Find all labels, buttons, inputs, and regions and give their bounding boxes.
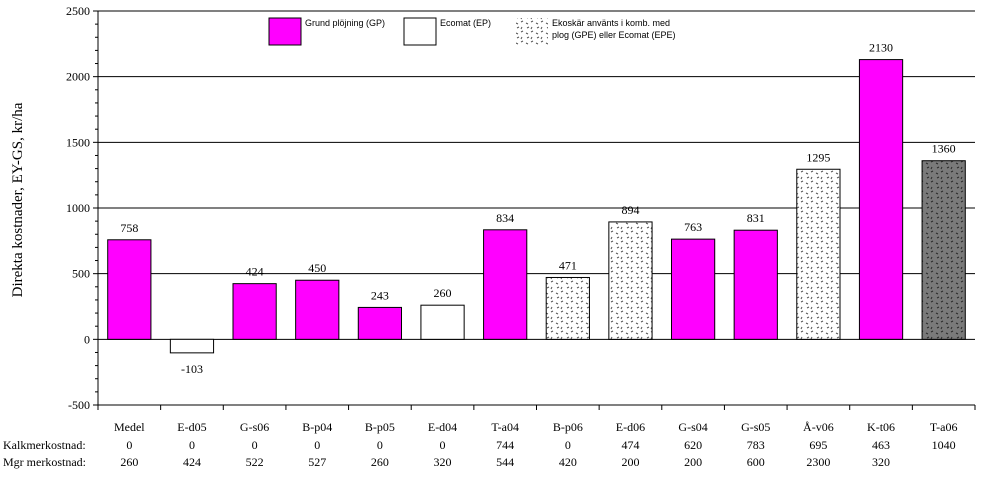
x-tick-label: G-s04 xyxy=(678,420,707,434)
value-label: 243 xyxy=(371,288,389,302)
bar-Medel xyxy=(107,239,152,340)
table-cell: 0 xyxy=(377,438,383,452)
x-tick-label: B-p06 xyxy=(553,420,583,434)
value-label: -103 xyxy=(181,362,203,376)
x-tick-label: Å-v06 xyxy=(803,420,834,434)
y-axis-label: Direkta kostnader, EY-GS, kr/ha xyxy=(10,102,26,297)
table-cell: 420 xyxy=(559,455,577,469)
x-tick-label: G-s06 xyxy=(240,420,269,434)
bar-T-a06 xyxy=(921,160,966,340)
value-label: 1295 xyxy=(806,150,830,164)
value-label: 1360 xyxy=(932,142,956,156)
axes: -500 0 500 1000 1500 2000 2500 xyxy=(66,4,976,412)
legend-label-gp: Grund plöjning (GP) xyxy=(305,18,385,28)
data-table: Kalkmerkostnad: 0 0 0 0 0 0 744 0 474 620 783 695 463… xyxy=(3,438,956,469)
table-cell: 0 xyxy=(565,438,571,452)
table-cell: 474 xyxy=(621,438,639,452)
bar-G-s05 xyxy=(733,229,778,340)
bar-G-s04 xyxy=(670,238,716,340)
x-tick-label: G-s05 xyxy=(741,420,770,434)
table-cell: 424 xyxy=(183,455,201,469)
bars xyxy=(107,59,966,354)
bar-B-p04 xyxy=(295,279,340,340)
x-tick-label: K-t06 xyxy=(867,420,895,434)
bar-G-s06 xyxy=(232,283,277,340)
x-tick-label: B-p04 xyxy=(302,420,332,434)
y-tick-label: 2500 xyxy=(66,4,90,18)
legend-swatch-gp xyxy=(268,17,302,46)
category-labels: Medel E-d05 G-s06 B-p04 B-p05 E-d04 T-a04 B-p06… xyxy=(114,420,957,434)
table-cell: 260 xyxy=(120,455,138,469)
legend-label-ep: Ecomat (EP) xyxy=(440,18,491,28)
legend-swatch-ep xyxy=(403,17,437,46)
table-cell: 0 xyxy=(126,438,132,452)
legend: Grund plöjning (GP) Ecomat (EP) Ekoskär … xyxy=(268,17,676,46)
value-label: 763 xyxy=(684,220,702,234)
legend-label-gpe-line2: plog (GPE) eller Ecomat (EPE) xyxy=(552,30,676,40)
x-tick-label: E-d06 xyxy=(616,420,645,434)
x-tick-label: T-a06 xyxy=(930,420,958,434)
table-cell: 320 xyxy=(434,455,452,469)
table-cell: 695 xyxy=(809,438,827,452)
bar-E-d04 xyxy=(420,304,465,340)
table-cell: 744 xyxy=(496,438,514,452)
table-cell: 0 xyxy=(314,438,320,452)
table-cell: 0 xyxy=(252,438,258,452)
bar-B-p05 xyxy=(357,306,403,340)
table-cell: 0 xyxy=(189,438,195,452)
value-labels: 758 -103 424 450 243 260 834 471 894 763 831 1295 21… xyxy=(120,41,955,376)
bar-E-d05 xyxy=(169,338,215,354)
bar-E-d06 xyxy=(608,221,653,340)
table-cell: 200 xyxy=(684,455,702,469)
bar-B-p06 xyxy=(545,276,590,340)
bar-Å-v06 xyxy=(796,168,841,340)
y-tick-label: 2000 xyxy=(66,70,90,84)
bar-K-t06 xyxy=(858,59,904,340)
table-cell: 544 xyxy=(496,455,514,469)
value-label: 2130 xyxy=(869,41,893,55)
table-cell: 522 xyxy=(246,455,264,469)
x-tick-label: B-p05 xyxy=(365,420,395,434)
y-tick-label: 1000 xyxy=(66,201,90,215)
table-cell: 463 xyxy=(872,438,890,452)
table-row-label: Kalkmerkostnad: xyxy=(3,438,86,452)
y-tick-label: 0 xyxy=(84,332,90,346)
value-label: 450 xyxy=(308,261,326,275)
x-tick-label: Medel xyxy=(114,420,145,434)
table-cell: 200 xyxy=(621,455,639,469)
table-cell: 783 xyxy=(747,438,765,452)
value-label: 471 xyxy=(559,258,577,272)
table-cell: 1040 xyxy=(932,438,956,452)
value-label: 260 xyxy=(434,286,452,300)
y-tick-label: 500 xyxy=(72,267,90,281)
legend-swatch-gpe xyxy=(516,18,548,45)
value-label: 831 xyxy=(747,211,765,225)
x-tick-label: T-a04 xyxy=(491,420,519,434)
x-tick-label: E-d04 xyxy=(428,420,457,434)
legend-label-gpe-line1: Ekoskär använts i komb. med xyxy=(552,18,670,28)
table-cell: 0 xyxy=(440,438,446,452)
table-row-label: Mgr merkostnad: xyxy=(3,455,86,469)
value-label: 834 xyxy=(496,211,514,225)
y-tick-label: -500 xyxy=(68,398,90,412)
table-cell: 260 xyxy=(371,455,389,469)
x-tick-label: E-d05 xyxy=(177,420,206,434)
value-label: 894 xyxy=(621,203,639,217)
table-cell: 320 xyxy=(872,455,890,469)
y-tick-label: 1500 xyxy=(66,135,90,149)
value-label: 424 xyxy=(246,265,264,279)
bar-T-a04 xyxy=(483,229,528,340)
table-cell: 620 xyxy=(684,438,702,452)
gridlines xyxy=(98,10,975,340)
value-label: 758 xyxy=(120,221,138,235)
table-cell: 527 xyxy=(308,455,326,469)
table-cell: 2300 xyxy=(806,455,830,469)
table-cell: 600 xyxy=(747,455,765,469)
